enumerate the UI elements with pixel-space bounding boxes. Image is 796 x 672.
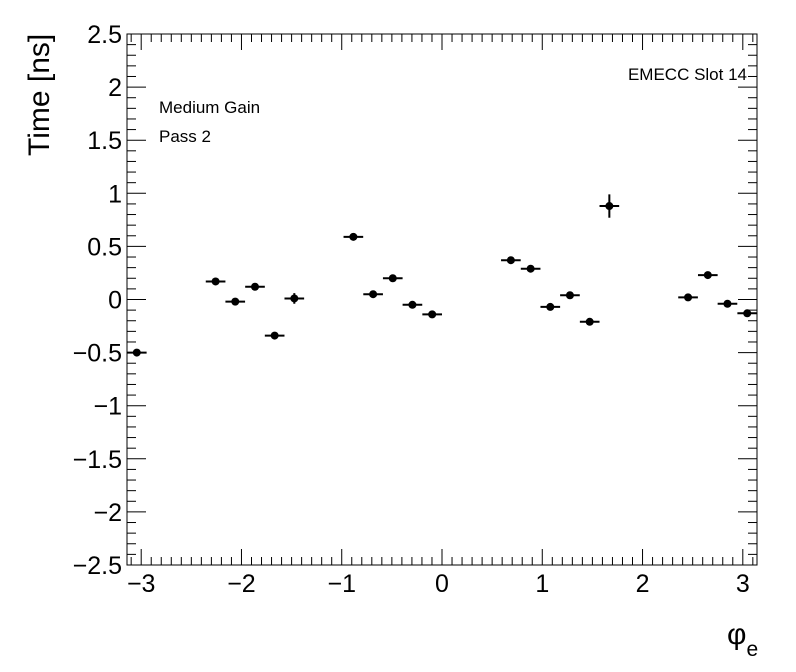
- marker: [585, 317, 594, 326]
- x-tick-label: 3: [736, 570, 750, 598]
- data-point: [697, 271, 718, 280]
- y-tick-label: 1: [108, 180, 122, 208]
- data-point: [599, 194, 620, 218]
- marker: [270, 331, 279, 340]
- data-point: [127, 348, 147, 357]
- data-point: [264, 331, 285, 340]
- data-point: [343, 232, 364, 241]
- data-point: [579, 317, 600, 326]
- y-tick-label: −1.5: [73, 446, 122, 474]
- y-tick-label: 2: [108, 74, 122, 102]
- x-tick-label: −2: [227, 570, 256, 598]
- marker: [408, 300, 417, 309]
- marker: [251, 282, 260, 291]
- data-point: [678, 293, 698, 302]
- y-tick-label: 0.5: [87, 233, 122, 261]
- data-point: [402, 300, 423, 309]
- data-point: [284, 293, 305, 304]
- data-point: [225, 297, 246, 306]
- marker: [743, 309, 752, 318]
- data-point: [382, 274, 403, 283]
- x-tick-labels: −3 −2 −1 0 1 2 3: [127, 570, 750, 598]
- marker: [526, 264, 535, 273]
- marker: [546, 302, 555, 311]
- data-point: [560, 291, 580, 300]
- marker: [211, 277, 220, 286]
- y-tick-label: 1.5: [87, 127, 122, 155]
- y-tick-label: −1: [93, 393, 122, 421]
- data-point: [205, 277, 226, 286]
- y-tick-label: 2.5: [87, 21, 122, 49]
- pass-label: Pass 2: [159, 127, 211, 146]
- axis-ticks: [127, 33, 757, 566]
- slot-label: EMECC Slot 14: [628, 65, 747, 84]
- y-tick-label: −2.5: [73, 552, 122, 580]
- data-point: [422, 310, 442, 319]
- marker: [684, 293, 693, 302]
- data-points: [127, 194, 757, 357]
- x-tick-label: 1: [535, 570, 549, 598]
- y-tick-labels: −2.5 −2 −1.5 −1 −0.5 0 0.5 1 1.5 2 2.5: [73, 21, 122, 580]
- marker: [369, 290, 378, 299]
- marker: [605, 202, 614, 211]
- data-point: [520, 264, 541, 273]
- marker: [565, 291, 574, 300]
- x-tick-label: −3: [127, 570, 156, 598]
- x-axis-title-main: φ: [727, 618, 746, 651]
- y-tick-label: 0: [108, 287, 122, 315]
- marker: [703, 271, 712, 280]
- marker: [349, 232, 358, 241]
- marker: [231, 297, 240, 306]
- data-point: [363, 290, 383, 299]
- y-tick-label: −2: [93, 499, 122, 527]
- marker: [132, 348, 141, 357]
- marker: [428, 310, 437, 319]
- marker: [723, 299, 732, 308]
- marker: [388, 274, 397, 283]
- x-tick-label: −1: [327, 570, 356, 598]
- x-axis-title: φe: [727, 618, 758, 661]
- y-axis-title: Time [ns]: [23, 34, 56, 156]
- y-tick-label: −0.5: [73, 340, 122, 368]
- data-point: [737, 309, 757, 318]
- marker: [506, 256, 515, 265]
- data-point: [717, 299, 738, 308]
- data-point: [245, 282, 265, 291]
- x-axis-title-sub: e: [746, 638, 758, 661]
- x-tick-label: 2: [636, 570, 650, 598]
- data-point: [540, 302, 561, 311]
- gain-label: Medium Gain: [159, 98, 260, 117]
- x-tick-label: 0: [435, 570, 449, 598]
- data-point: [501, 256, 521, 265]
- marker: [290, 294, 299, 303]
